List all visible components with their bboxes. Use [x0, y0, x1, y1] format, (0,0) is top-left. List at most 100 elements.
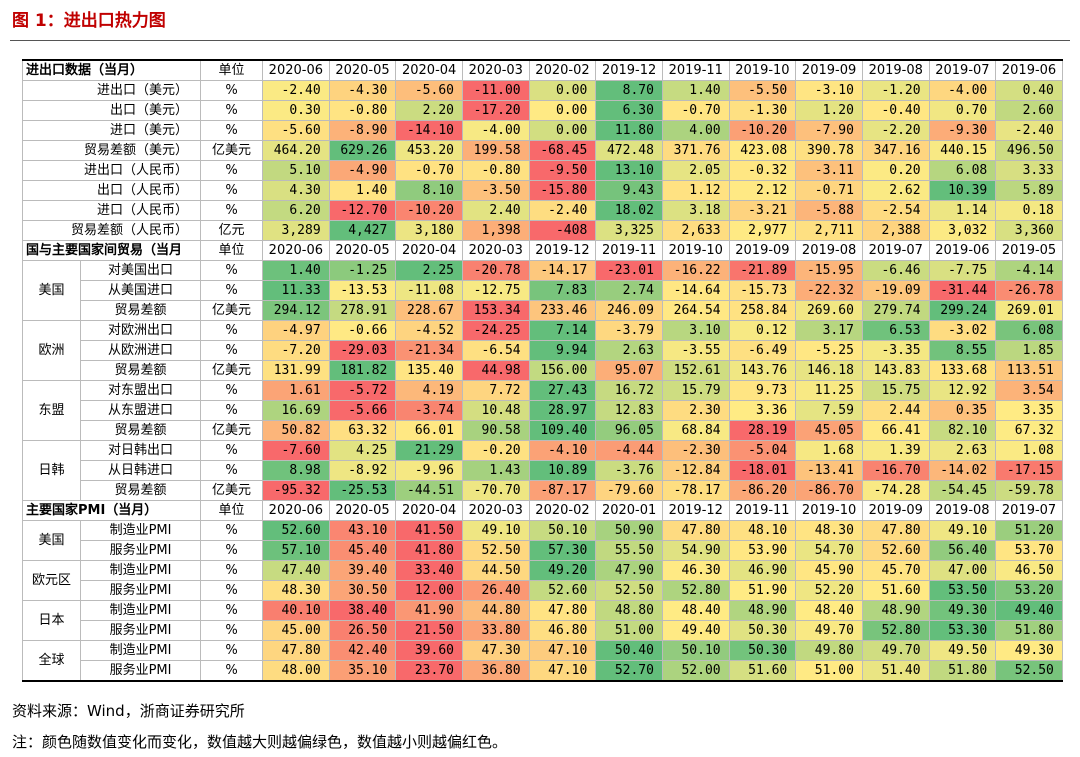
value-cell: 45.40 — [328, 540, 397, 561]
value-cell: 21.50 — [395, 620, 463, 641]
value-cell: 50.40 — [595, 640, 663, 661]
value-cell: 45.00 — [262, 620, 330, 641]
value-cell: -0.32 — [728, 160, 797, 181]
unit-cell: % — [200, 520, 264, 541]
value-cell: 47.10 — [528, 640, 597, 661]
value-cell: 146.18 — [795, 360, 863, 381]
value-cell: 12.83 — [595, 400, 663, 421]
group-label: 美国 — [22, 520, 81, 561]
value-cell: 52.50 — [995, 660, 1063, 682]
value-cell: -17.15 — [995, 460, 1063, 481]
header-cell: 2020-04 — [395, 500, 463, 521]
value-cell: 7.59 — [795, 400, 863, 421]
value-cell: -0.66 — [328, 320, 397, 341]
unit-cell: % — [200, 600, 264, 621]
value-cell: 1.61 — [262, 380, 330, 401]
value-cell: 6.30 — [595, 100, 663, 121]
value-cell: 48.00 — [262, 660, 330, 682]
header-cell: 2020-05 — [328, 59, 397, 81]
header-cell: 2019-07 — [995, 500, 1063, 521]
value-cell: 2,977 — [728, 220, 797, 241]
value-cell: -74.28 — [861, 480, 930, 501]
group-label: 全球 — [22, 640, 81, 682]
value-cell: 49.80 — [795, 640, 863, 661]
value-cell: 4.19 — [395, 380, 463, 401]
value-cell: -70.70 — [461, 480, 530, 501]
value-cell: 41.50 — [395, 520, 463, 541]
value-cell: 9.43 — [595, 180, 663, 201]
value-cell: 56.40 — [928, 540, 997, 561]
value-cell: 3,289 — [262, 220, 330, 241]
value-cell: -0.20 — [461, 440, 530, 461]
value-cell: -26.78 — [995, 280, 1063, 301]
value-cell: 41.90 — [395, 600, 463, 621]
value-cell: -3.11 — [795, 160, 863, 181]
value-cell: 629.26 — [328, 140, 397, 161]
value-cell: 1.08 — [995, 440, 1063, 461]
value-cell: 48.30 — [795, 520, 863, 541]
data-row: 贸易差额 亿美元 50.82 63.32 66.01 90.58 109.40 96.05 68… — [23, 420, 1063, 441]
data-row: 进出口（人民币）% 5.10 -4.90 -0.70 -0.80 -9.50 13.10 2.… — [21, 160, 1063, 181]
value-cell: 0.30 — [262, 100, 330, 121]
value-cell: 49.10 — [461, 520, 530, 541]
value-cell: 7.72 — [461, 380, 530, 401]
header-cell: 2019-12 — [528, 240, 597, 261]
unit-cell: % — [200, 80, 264, 101]
header-cell: 国与主要国家间贸易（当月 — [21, 240, 202, 261]
value-cell: -4.52 — [395, 320, 463, 341]
value-cell: 46.30 — [661, 560, 730, 581]
color-note: 注：颜色随数值变化而变化，数值越大则越偏绿色，数值越小则越偏红色。 — [12, 733, 508, 751]
value-cell: 2.05 — [661, 160, 730, 181]
row-label: 服务业PMI — [79, 620, 202, 641]
value-cell: -5.66 — [328, 400, 397, 421]
value-cell: -13.41 — [795, 460, 863, 481]
value-cell: 1.43 — [461, 460, 530, 481]
value-cell: -14.02 — [928, 460, 997, 481]
value-cell: 49.50 — [928, 640, 997, 661]
value-cell: -7.60 — [262, 440, 330, 461]
header-cell: 2020-03 — [461, 59, 530, 81]
value-cell: 48.30 — [262, 580, 330, 601]
value-cell: -8.90 — [328, 120, 397, 141]
value-cell: -0.80 — [461, 160, 530, 181]
header-cell: 2019-11 — [661, 59, 730, 81]
value-cell: 51.80 — [995, 620, 1063, 641]
table-body: 进出口数据（当月） 单位 2020-06 2020-05 2020-04 2020-03 2… — [21, 59, 1063, 682]
row-label: 贸易差额 — [79, 300, 202, 321]
row-label: 服务业PMI — [79, 580, 202, 601]
value-cell: -2.40 — [262, 80, 330, 101]
data-row: 美国 制造业PMI% 52.60 43.10 41.50 49.10 50.10 50.90 4… — [22, 520, 1063, 561]
header-cell: 2019-08 — [928, 500, 997, 521]
value-cell: -13.53 — [328, 280, 397, 301]
data-row: 全球 制造业PMI% 47.80 42.40 39.60 47.30 47.10 50.40 5… — [22, 640, 1063, 682]
value-cell: -6.49 — [728, 340, 797, 361]
value-cell: -15.95 — [795, 260, 863, 281]
data-row: 从日韩进口% 8.98 -8.92 -9.96 1.43 10.89 -3.76 -12.84… — [23, 460, 1063, 481]
row-label: 贸易差额 — [79, 360, 202, 381]
value-cell: -25.53 — [328, 480, 397, 501]
source-note: 资料来源：Wind，浙商证券研究所 — [12, 702, 245, 720]
value-cell: 440.15 — [928, 140, 997, 161]
row-label: 从欧洲进口 — [79, 340, 202, 361]
value-cell: 11.25 — [795, 380, 863, 401]
value-cell: 49.20 — [528, 560, 597, 581]
row-label: 制造业PMI — [79, 600, 202, 621]
value-cell: -1.20 — [861, 80, 930, 101]
value-cell: 47.80 — [661, 520, 730, 541]
value-cell: 5.10 — [262, 160, 330, 181]
header-cell: 2020-03 — [461, 500, 530, 521]
value-cell: -14.64 — [661, 280, 730, 301]
value-cell: 95.07 — [595, 360, 663, 381]
value-cell: -54.45 — [928, 480, 997, 501]
value-cell: 96.05 — [595, 420, 663, 441]
value-cell: 2,633 — [661, 220, 730, 241]
value-cell: 246.09 — [595, 300, 663, 321]
value-cell: 40.10 — [262, 600, 330, 621]
value-cell: 57.30 — [528, 540, 597, 561]
value-cell: 3.18 — [661, 200, 730, 221]
data-row: 美国 对美国出口% 1.40 -1.25 2.25 -20.78 -14.17 -23.01-… — [22, 260, 1063, 321]
row-label: 贸易差额 — [79, 480, 202, 501]
value-cell: -1.30 — [728, 100, 797, 121]
value-cell: 48.40 — [661, 600, 730, 621]
header-cell: 2019-06 — [928, 240, 997, 261]
